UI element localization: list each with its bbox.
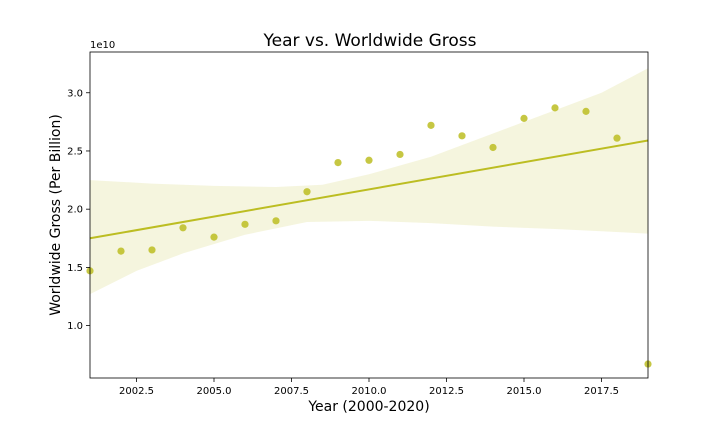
x-tick-label: 2010.0	[352, 386, 387, 397]
confidence-band	[90, 68, 648, 295]
regression-line-layer	[89, 139, 649, 240]
y-axis-label: Worldwide Gross (Per Billion)	[48, 114, 64, 316]
data-point	[117, 247, 125, 255]
y-tick-label: 1.0	[67, 321, 83, 332]
data-point	[582, 107, 590, 115]
x-tick-label: 2005.0	[197, 386, 232, 397]
y-tick-label: 3.0	[67, 88, 83, 99]
chart-title: Year vs. Worldwide Gross	[262, 31, 476, 51]
data-point	[551, 104, 559, 112]
data-point	[179, 224, 187, 232]
data-point	[458, 132, 466, 140]
x-axis-label: Year (2000-2020)	[307, 399, 429, 415]
data-point	[396, 150, 404, 159]
data-point	[427, 121, 435, 129]
regression-line	[89, 139, 649, 240]
data-points-layer	[86, 104, 652, 368]
data-point	[272, 217, 280, 225]
data-point	[334, 159, 342, 167]
y-offset-label: 1e10	[90, 40, 115, 51]
y-tick-label: 1.5	[67, 263, 83, 274]
data-point	[365, 156, 373, 164]
x-tick-label: 2007.5	[274, 386, 309, 397]
data-point	[489, 143, 497, 152]
data-point	[148, 246, 156, 254]
data-point	[241, 220, 249, 228]
y-tick-label: 2.0	[67, 205, 83, 216]
x-tick-label: 2017.5	[584, 386, 619, 397]
data-point	[613, 134, 621, 142]
confidence-band-layer	[90, 68, 648, 295]
x-axis-ticks: 2002.5 2005.0 2007.5 2010.0 2012.5 2015.0 2017…	[119, 378, 619, 397]
y-axis-ticks: 1.0 1.5 2.0 2.5 3.0	[67, 88, 90, 332]
x-tick-label: 2002.5	[119, 386, 154, 397]
data-point	[210, 233, 218, 241]
y-tick-label: 2.5	[67, 146, 83, 157]
x-tick-label: 2015.0	[507, 386, 542, 397]
data-point	[303, 188, 311, 196]
x-tick-label: 2012.5	[429, 386, 464, 397]
data-point	[520, 114, 528, 122]
